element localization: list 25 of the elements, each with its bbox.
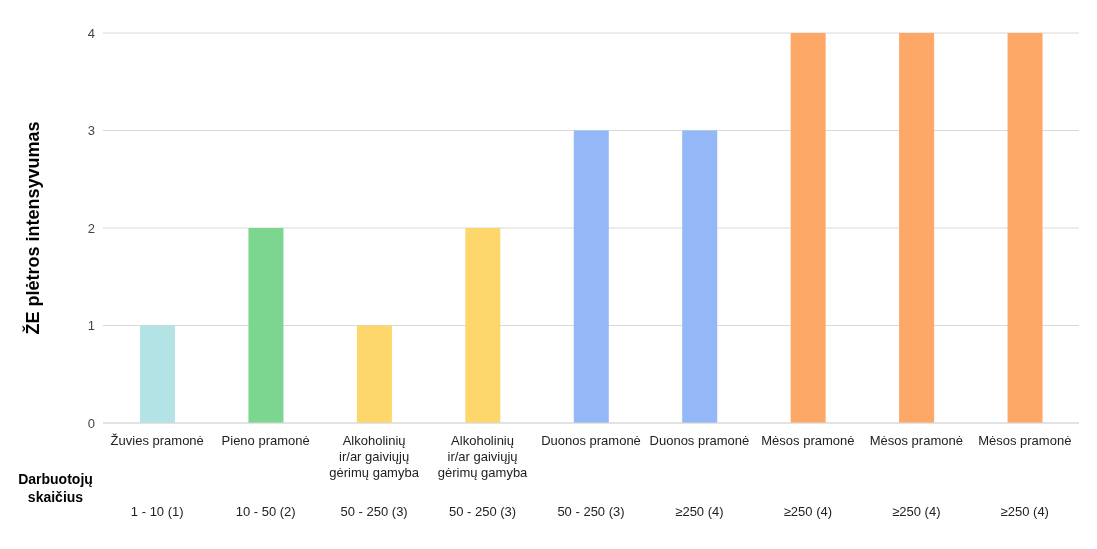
bar bbox=[140, 325, 175, 423]
x-axis-title: Darbuotojų skaičius bbox=[17, 470, 94, 506]
y-tick-label: 0 bbox=[87, 415, 95, 431]
y-tick-label: 1 bbox=[87, 318, 95, 334]
y-tick-label: 3 bbox=[87, 123, 95, 139]
category-label: Mėsos pramonė ≥250 (4) bbox=[869, 433, 963, 519]
bar bbox=[1007, 33, 1043, 423]
category-label: Alkoholinių ir/ar gaiviųjų gėrimų gamyba 50 - 250 (3) bbox=[329, 433, 419, 519]
y-tick-label: 4 bbox=[87, 25, 95, 41]
category-label: Duonos pramonė ≥250 (4) bbox=[649, 433, 750, 519]
category-label: Alkoholinių ir/ar gaiviųjų gėrimų gamyba 50 - 250 (3) bbox=[437, 433, 528, 519]
bar bbox=[682, 130, 718, 423]
category-label: Mėsos pramonė ≥250 (4) bbox=[978, 433, 1072, 519]
y-tick-label: 2 bbox=[87, 220, 95, 236]
category-label: Mėsos pramonė ≥250 (4) bbox=[761, 433, 855, 519]
bar bbox=[248, 228, 284, 423]
bar bbox=[356, 325, 392, 423]
bar bbox=[899, 33, 935, 423]
category-label: Duonos pramonė 50 - 250 (3) bbox=[541, 433, 641, 519]
bar bbox=[573, 130, 609, 423]
bar bbox=[465, 228, 501, 423]
category-label: Pieno pramonė 10 - 50 (2) bbox=[221, 433, 310, 519]
bar bbox=[790, 33, 826, 423]
category-label: Žuvies pramonė 1 - 10 (1) bbox=[110, 433, 204, 519]
y-axis-title: ŽE plėtros intensyvumas bbox=[22, 121, 44, 335]
